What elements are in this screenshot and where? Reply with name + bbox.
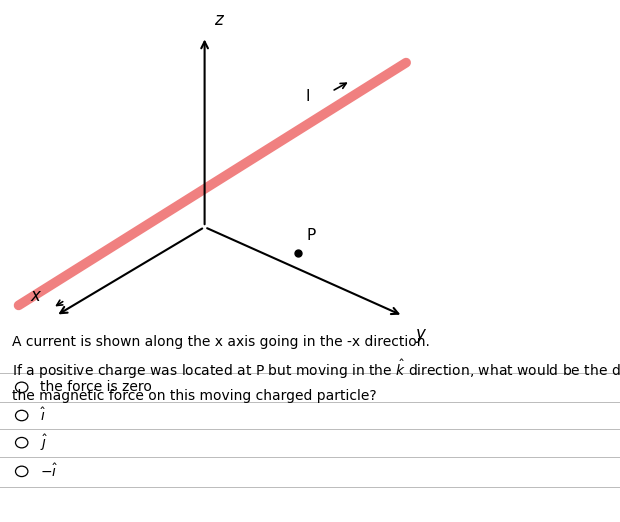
Text: y: y bbox=[415, 325, 425, 342]
Text: $\hat{\jmath}$: $\hat{\jmath}$ bbox=[40, 433, 48, 453]
Text: x: x bbox=[30, 288, 40, 305]
Text: the force is zero: the force is zero bbox=[40, 381, 152, 394]
Text: $-\hat{\imath}$: $-\hat{\imath}$ bbox=[40, 462, 58, 480]
Text: $\hat{\imath}$: $\hat{\imath}$ bbox=[40, 407, 46, 424]
Text: I: I bbox=[306, 89, 310, 104]
Text: P: P bbox=[307, 228, 316, 243]
Text: the magnetic force on this moving charged particle?: the magnetic force on this moving charge… bbox=[12, 389, 377, 403]
Text: If a positive charge was located at P but moving in the $\hat{k}$ direction, wha: If a positive charge was located at P bu… bbox=[12, 358, 620, 381]
Text: z: z bbox=[214, 11, 223, 29]
Text: A current is shown along the x axis going in the -x direction.: A current is shown along the x axis goin… bbox=[12, 335, 430, 349]
